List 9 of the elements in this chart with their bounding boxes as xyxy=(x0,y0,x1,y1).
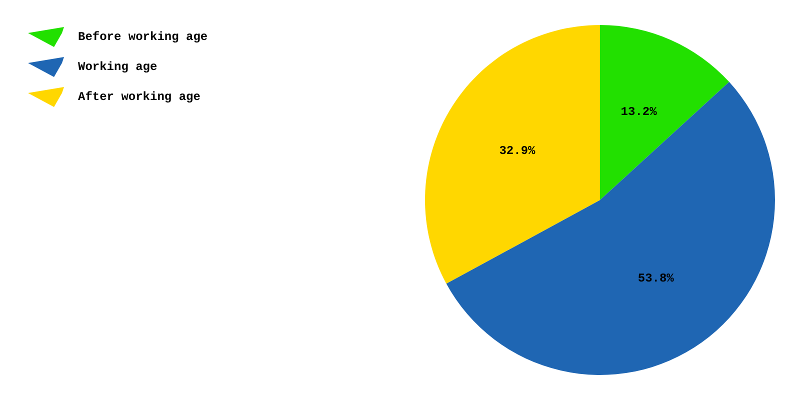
legend-label: Before working age xyxy=(78,30,208,44)
pie-slice xyxy=(446,82,775,375)
pie-slice xyxy=(600,25,730,200)
data-label: 53.8% xyxy=(638,271,675,286)
data-label: 32.9% xyxy=(499,144,536,158)
data-label: 13.2% xyxy=(620,104,658,119)
legend-label: After working age xyxy=(78,90,200,104)
legend-label: Working age xyxy=(78,60,158,74)
pie-slice xyxy=(425,25,600,284)
